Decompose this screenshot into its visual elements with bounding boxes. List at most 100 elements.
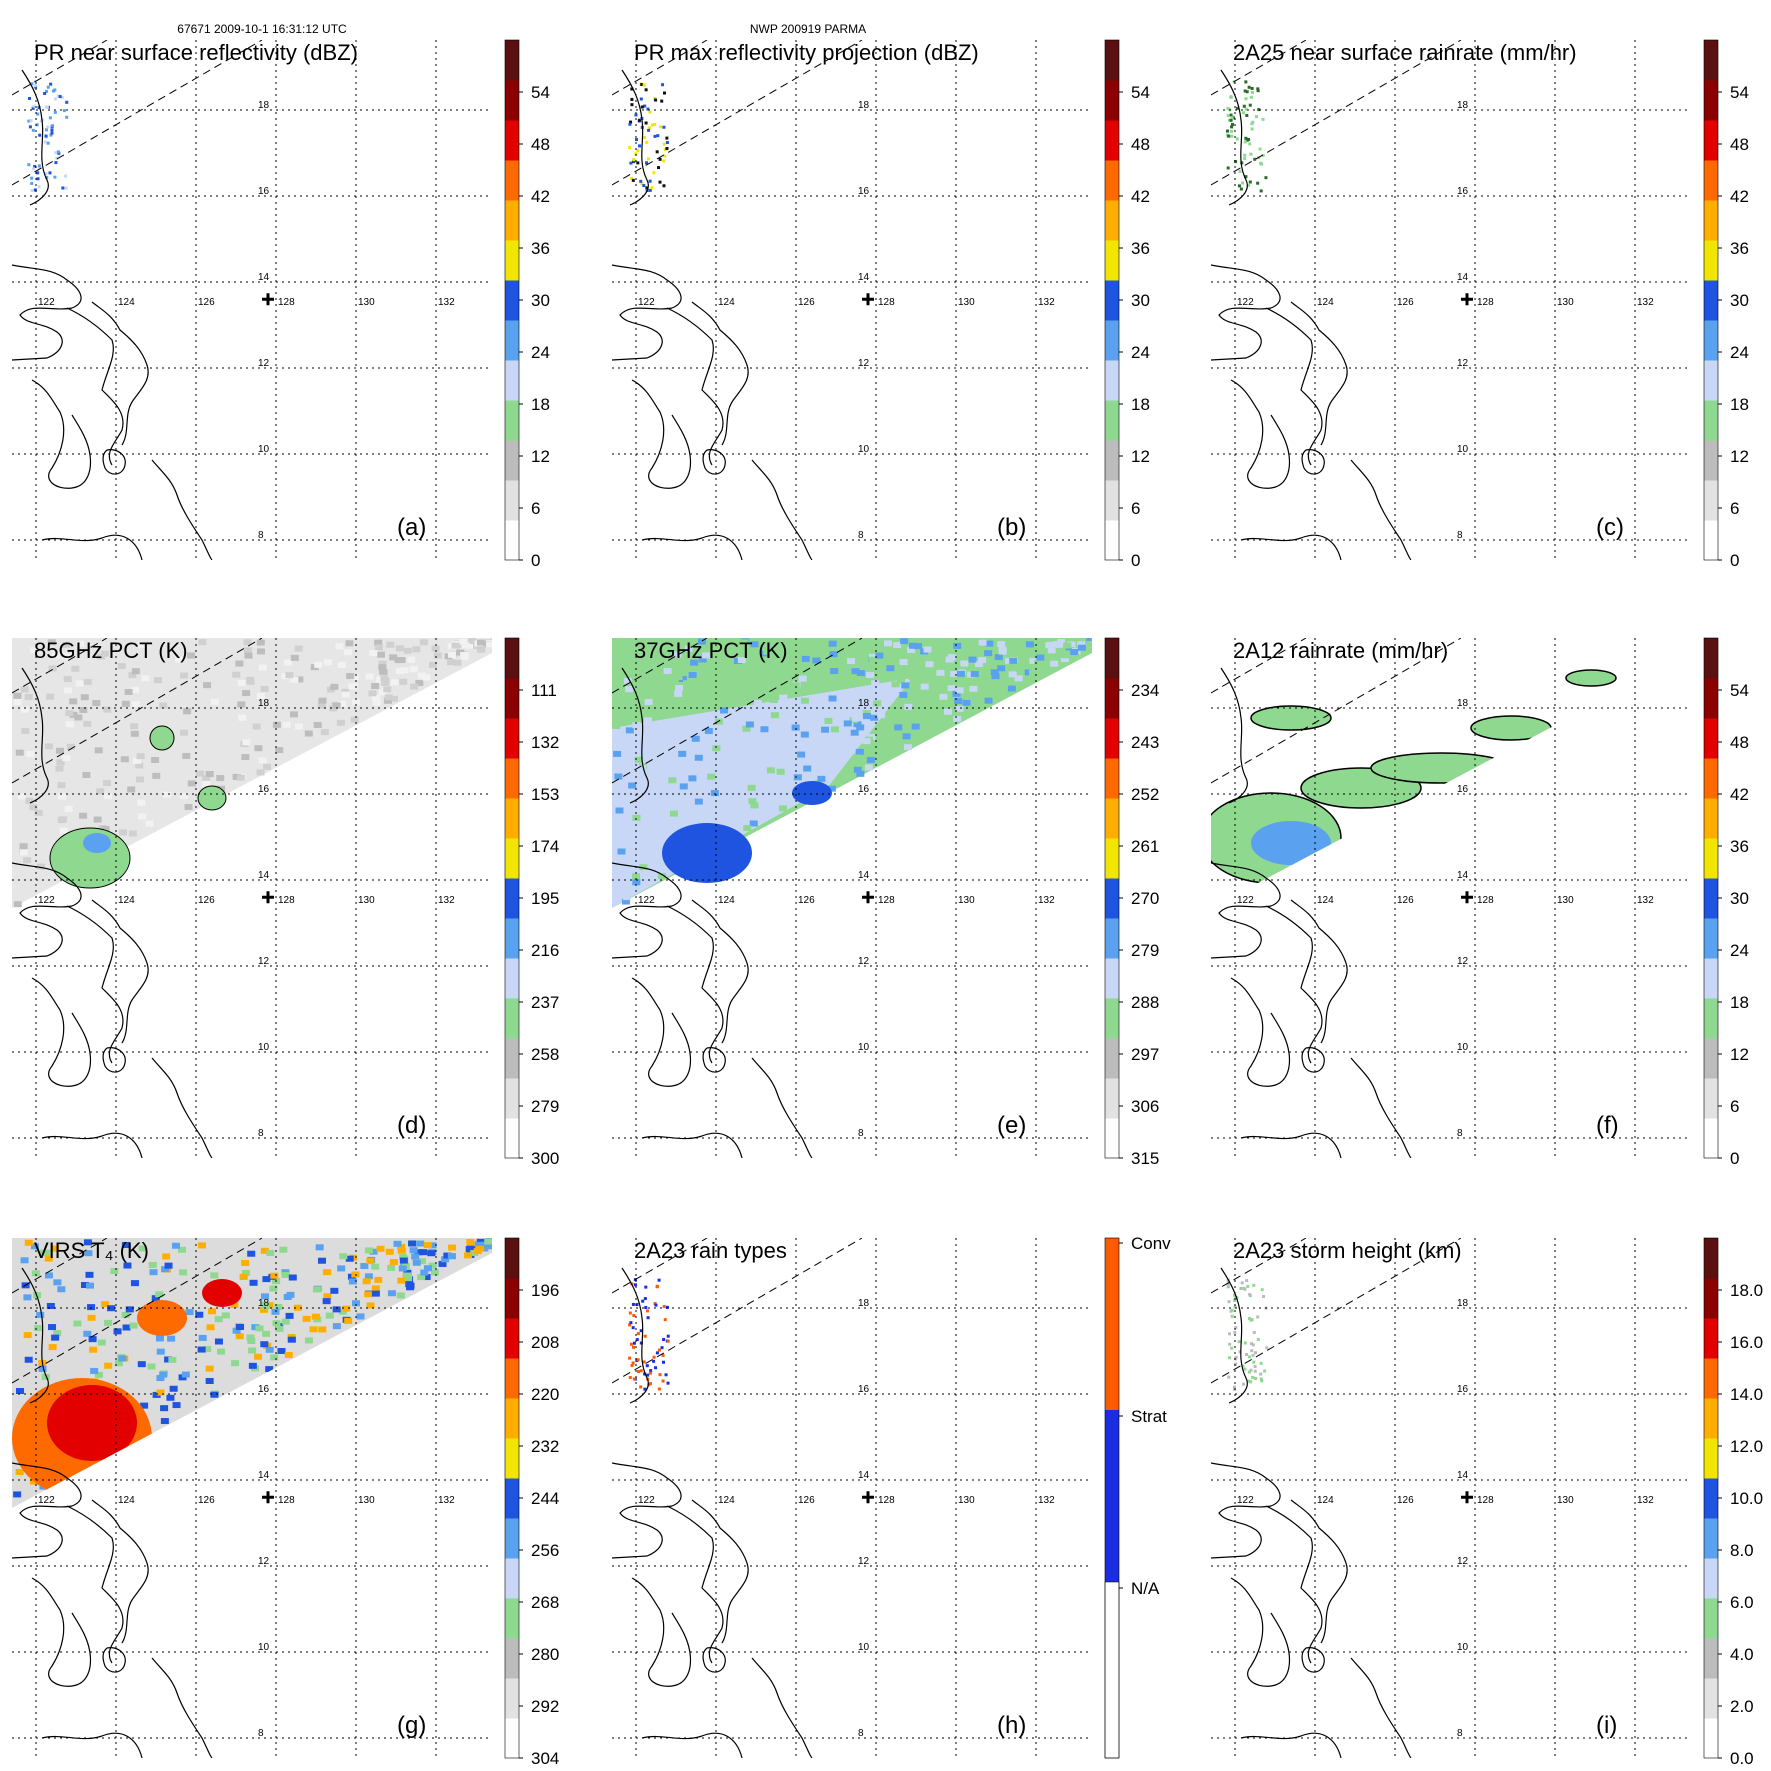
- data-cell: [284, 1351, 293, 1358]
- colorbar-segment: [1105, 120, 1119, 161]
- lon-tick-label: 124: [718, 1495, 735, 1506]
- panel-title: PR near surface reflectivity (dBZ): [34, 40, 358, 65]
- pr-pixel: [1256, 1337, 1260, 1341]
- data-cell: [155, 1335, 164, 1342]
- data-cell: [348, 683, 357, 690]
- data-cell: [263, 763, 272, 770]
- data-cell: [238, 714, 247, 721]
- data-cell: [634, 756, 643, 763]
- data-cell: [205, 1377, 214, 1384]
- data-cell: [260, 1301, 269, 1308]
- data-cell: [932, 686, 941, 693]
- lat-tick-label: 18: [858, 1298, 870, 1309]
- data-cell: [841, 748, 850, 755]
- colorbar-segment: [1704, 40, 1718, 81]
- lat-tick-label: 12: [858, 956, 870, 967]
- colorbar-tick-label: 8.0: [1730, 1541, 1754, 1560]
- pr-pixel: [1245, 90, 1249, 94]
- data-cell: [743, 825, 752, 832]
- data-cell: [378, 664, 387, 671]
- coastline: [1230, 379, 1291, 489]
- data-cell: [251, 1324, 260, 1331]
- colorbar-tick-label: 268: [531, 1593, 559, 1612]
- pr-pixel: [1250, 1349, 1254, 1353]
- colorbar-tick-label: 304: [531, 1749, 559, 1768]
- data-cell: [236, 1323, 245, 1330]
- pr-pixel: [1243, 157, 1247, 161]
- colorbar-segment: [505, 1118, 519, 1159]
- colorbar-segment: [1704, 1038, 1718, 1079]
- pr-pixel: [645, 1364, 649, 1368]
- data-cell: [789, 763, 798, 770]
- pr-pixel: [1253, 1365, 1257, 1369]
- data-cell: [118, 1355, 127, 1362]
- coastline: [21, 69, 49, 206]
- data-cell: [302, 1315, 311, 1322]
- data-cell: [20, 686, 29, 693]
- data-cell: [121, 700, 130, 707]
- data-cell: [998, 648, 1007, 655]
- lat-tick-label: 18: [1457, 1298, 1469, 1309]
- data-cell: [673, 651, 682, 658]
- colorbar-tick-label: 12: [1730, 1045, 1749, 1064]
- data-cell: [753, 699, 762, 706]
- pr-pixel: [1241, 111, 1245, 115]
- coastline: [1290, 301, 1348, 446]
- pr-pixel: [1256, 1315, 1260, 1319]
- data-cell: [721, 664, 730, 671]
- data-cell: [180, 672, 189, 679]
- data-cell: [345, 640, 354, 647]
- data-cell: [275, 747, 284, 754]
- coastline: [631, 379, 692, 489]
- data-cell: [360, 1263, 369, 1270]
- pct37-core: [792, 781, 832, 805]
- data-cell: [314, 661, 323, 668]
- pr-pixel: [27, 163, 31, 167]
- data-cell: [644, 699, 653, 706]
- swath-edge-upper: [1211, 1238, 1307, 1294]
- data-cell: [908, 642, 917, 649]
- data-cell: [130, 723, 139, 730]
- data-cell: [984, 650, 993, 657]
- pr-pixel: [29, 119, 33, 123]
- panel-title: PR max reflectivity projection (dBZ): [634, 40, 979, 65]
- data-cell: [461, 642, 470, 649]
- coastline: [641, 1732, 743, 1758]
- data-cell: [20, 1257, 29, 1264]
- pr-pixel: [1239, 187, 1243, 191]
- data-cell: [13, 1491, 22, 1498]
- pr-pixel: [45, 128, 49, 132]
- data-cell: [100, 650, 109, 657]
- data-cell: [396, 1243, 405, 1250]
- lon-tick-label: 128: [878, 297, 895, 308]
- data-cell: [399, 1253, 408, 1260]
- pr-pixel: [51, 124, 55, 128]
- data-cell: [323, 1293, 332, 1300]
- data-cell: [325, 1312, 334, 1319]
- pr-pixel: [1238, 169, 1242, 173]
- lon-tick-label: 128: [278, 297, 295, 308]
- data-cell: [864, 764, 873, 771]
- data-cell: [451, 642, 460, 649]
- pr-pixel: [1229, 1309, 1233, 1313]
- colorbar-tick-label: 6: [531, 499, 540, 518]
- data-cell: [862, 713, 871, 720]
- data-cell: [618, 873, 627, 880]
- pct37-core: [662, 823, 752, 883]
- colorbar-segment: [505, 1718, 519, 1759]
- pr-pixel: [37, 106, 41, 110]
- data-cell: [745, 721, 754, 728]
- data-cell: [850, 729, 859, 736]
- data-cell: [345, 1255, 354, 1262]
- colorbar-segment: [505, 160, 519, 201]
- data-cell: [59, 827, 68, 834]
- pr-pixel: [664, 1373, 668, 1377]
- pr-pixel: [54, 161, 58, 165]
- data-cell: [127, 786, 136, 793]
- data-cell: [243, 639, 252, 646]
- data-cell: [797, 751, 806, 758]
- data-cell: [626, 733, 635, 740]
- colorbar-tick-label: 42: [1730, 785, 1749, 804]
- pr-pixel: [1254, 1377, 1258, 1381]
